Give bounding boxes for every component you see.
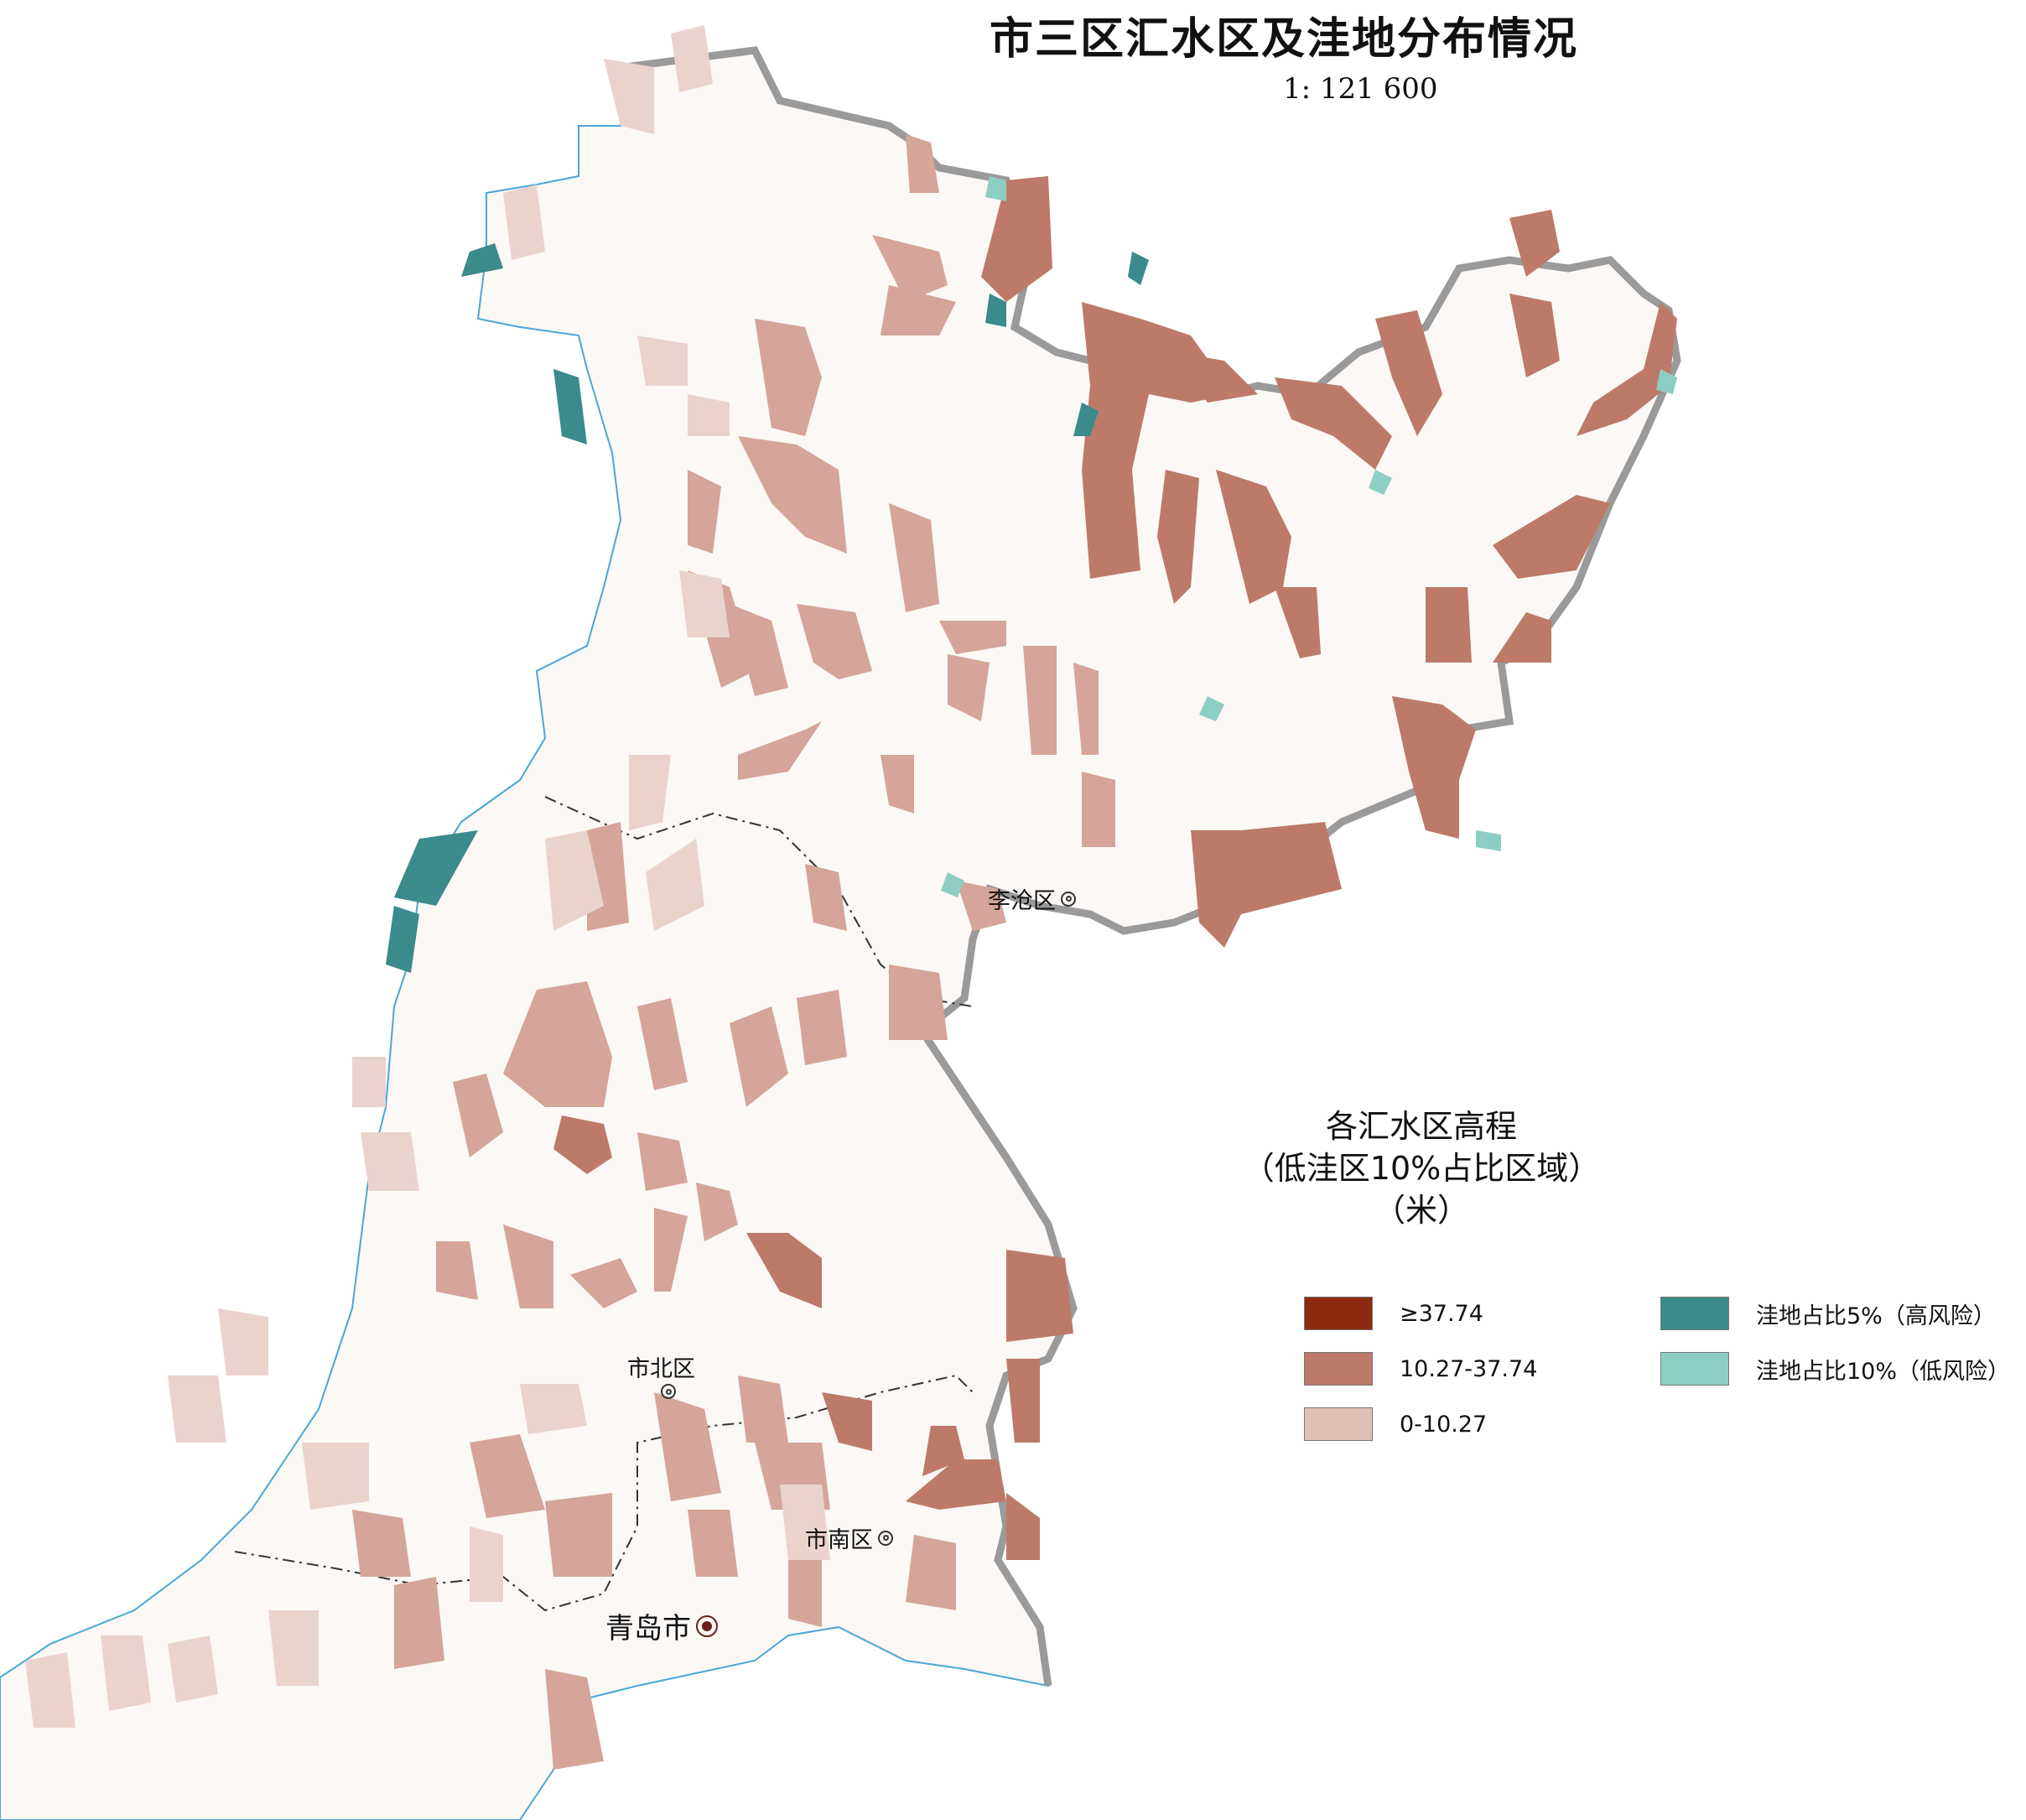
place-label: 市北区 bbox=[627, 1356, 695, 1382]
catchments-medium bbox=[352, 134, 1115, 1770]
legend-swatch bbox=[1660, 1297, 1729, 1330]
place-qingdao: 青岛市 bbox=[605, 1605, 718, 1646]
legend-item-depression-low: 洼地占比10%（低风险） bbox=[1660, 1352, 2010, 1386]
legend-item-elev-mid: 10.27-37.74 bbox=[1304, 1352, 1537, 1386]
map-title: 市三区汇水区及洼地分布情况 bbox=[990, 14, 1579, 65]
legend-label: 洼地占比10%（低风险） bbox=[1756, 1358, 2011, 1385]
legend-swatch bbox=[1660, 1352, 1729, 1386]
district-seat-icon bbox=[878, 1530, 893, 1546]
place-label: 青岛市 bbox=[605, 1612, 691, 1646]
legend-label: ≥37.74 bbox=[1400, 1300, 1483, 1327]
place-licang: 李沧区 bbox=[988, 882, 1076, 915]
depressions-high-risk bbox=[386, 243, 1149, 973]
district-seat-icon bbox=[1061, 891, 1076, 907]
place-label: 市南区 bbox=[805, 1527, 873, 1553]
catchments-low bbox=[25, 25, 830, 1728]
legend-title-line-1: 各汇水区高程 bbox=[1325, 1108, 1517, 1145]
legend-swatch bbox=[1304, 1352, 1373, 1386]
map-scale: 1: 121 600 bbox=[1283, 72, 1438, 106]
place-shinan: 市南区 bbox=[805, 1521, 893, 1554]
legend-title-line-2: （低洼区10%占比区域） bbox=[1242, 1150, 1601, 1187]
legend-label: 10.27-37.74 bbox=[1400, 1355, 1538, 1382]
depressions-low-risk bbox=[941, 176, 1677, 897]
legend-item-depression-high: 洼地占比5%（高风险） bbox=[1660, 1297, 1996, 1330]
legend-swatch bbox=[1304, 1297, 1373, 1330]
city-seat-icon bbox=[696, 1615, 718, 1637]
legend-label: 0-10.27 bbox=[1400, 1411, 1488, 1438]
licang-boundary bbox=[624, 46, 1681, 1687]
legend-label: 洼地占比5%（高风险） bbox=[1756, 1303, 1996, 1329]
legend-item-elev-high: ≥37.74 bbox=[1304, 1297, 1483, 1330]
district-seat-icon bbox=[661, 1384, 676, 1399]
legend-swatch bbox=[1304, 1407, 1373, 1441]
catchments-high bbox=[553, 176, 1677, 1560]
place-shibei: 市北区 bbox=[627, 1350, 695, 1383]
place-label: 李沧区 bbox=[988, 888, 1056, 914]
legend-item-elev-low: 0-10.27 bbox=[1304, 1407, 1487, 1441]
legend-title-line-3: （米） bbox=[1373, 1192, 1469, 1229]
legend-title: 各汇水区高程 （低洼区10%占比区域） （米） bbox=[1203, 1105, 1639, 1231]
